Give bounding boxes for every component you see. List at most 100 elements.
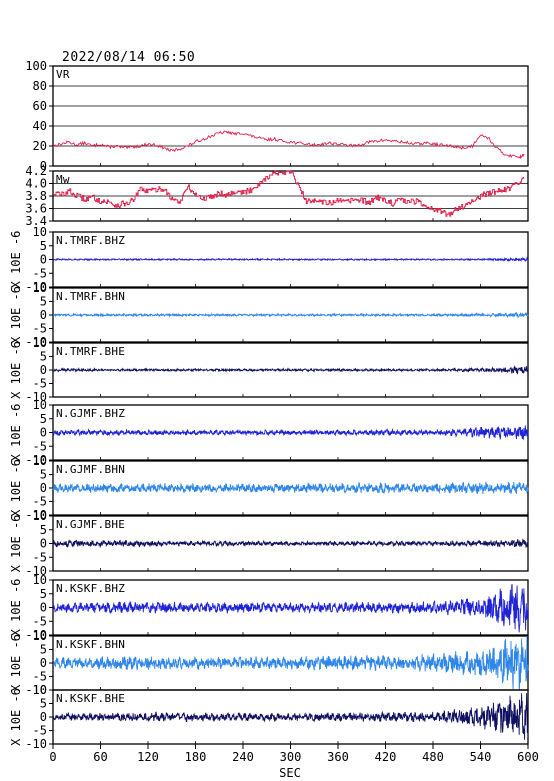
y-axis-unit-label: X 10E -6	[9, 515, 23, 573]
y-axis-unit-label: X 10E -6	[9, 231, 23, 289]
x-tick-label: 120	[137, 750, 159, 764]
panel-label: VR	[56, 68, 70, 81]
y-tick-label: 5	[40, 412, 47, 426]
y-tick-label: -10	[25, 628, 47, 642]
y-tick-label: 5	[40, 697, 47, 711]
series-trace-n-tmrf-bhn	[52, 312, 529, 318]
panel-label: Mw	[56, 173, 70, 186]
y-tick-label: 0	[40, 159, 47, 173]
y-tick-label: 10	[33, 281, 47, 295]
x-tick-label: 360	[327, 750, 349, 764]
y-tick-label: 10	[33, 454, 47, 468]
y-tick-label: -10	[25, 280, 47, 294]
y-tick-label: 0	[40, 601, 47, 615]
y-tick-label: 5	[40, 239, 47, 253]
y-tick-label: -5	[33, 439, 47, 453]
series-trace-n-tmrf-bhe	[52, 365, 529, 375]
series-trace-n-gjmf-bhe	[52, 538, 529, 549]
y-tick-label: 10	[33, 683, 47, 697]
y-tick-label: 5	[40, 468, 47, 482]
y-tick-label: 3.6	[25, 202, 47, 216]
series-trace-n-gjmf-bhz	[52, 425, 529, 441]
panel-label: N.KSKF.BHN	[56, 638, 125, 651]
panel-label: N.GJMF.BHN	[56, 463, 125, 476]
x-tick-label: 480	[422, 750, 444, 764]
y-tick-label: -5	[33, 670, 47, 684]
panel-label: N.TMRF.BHN	[56, 290, 125, 303]
y-tick-label: 0	[40, 363, 47, 377]
series-trace-n-gjmf-bhn	[52, 481, 529, 495]
x-tick-label: 300	[280, 750, 302, 764]
y-tick-label: 80	[33, 79, 47, 93]
y-tick-label: 0	[40, 253, 47, 267]
y-tick-label: 5	[40, 295, 47, 309]
y-axis-unit-label: X 10E -6	[9, 579, 23, 637]
y-tick-label: -10	[25, 508, 47, 522]
y-tick-label: -10	[25, 564, 47, 578]
series-trace-n-tmrf-bhz	[52, 256, 529, 263]
y-tick-label: -5	[33, 495, 47, 509]
y-tick-label: -10	[25, 683, 47, 697]
series-trace-mw	[53, 170, 524, 217]
y-tick-label: 10	[33, 225, 47, 239]
y-tick-label: -10	[25, 390, 47, 404]
timestamp-header: 2022/08/14 06:50	[62, 50, 196, 65]
y-tick-label: 5	[40, 587, 47, 601]
y-tick-label: -5	[33, 322, 47, 336]
series-trace-n-kskf-bhn	[52, 635, 529, 691]
y-tick-label: 5	[40, 523, 47, 537]
y-tick-label: 60	[33, 99, 47, 113]
y-tick-label: -5	[33, 377, 47, 391]
panel-label: N.GJMF.BHZ	[56, 407, 125, 420]
y-tick-label: 10	[33, 336, 47, 350]
panel-label: N.TMRF.BHZ	[56, 234, 125, 247]
x-tick-label: 420	[375, 750, 397, 764]
y-tick-label: 10	[33, 573, 47, 587]
y-tick-label: -10	[25, 453, 47, 467]
x-tick-label: 60	[93, 750, 107, 764]
panel-label: N.TMRF.BHE	[56, 345, 125, 358]
y-tick-label: -5	[33, 724, 47, 738]
y-tick-label: 0	[40, 308, 47, 322]
x-tick-label: 0	[49, 750, 56, 764]
y-tick-label: -5	[33, 266, 47, 280]
y-axis-unit-label: X 10E -6	[9, 286, 23, 344]
y-tick-label: 0	[40, 710, 47, 724]
y-tick-label: 0	[40, 481, 47, 495]
y-tick-label: 4.0	[25, 177, 47, 191]
y-axis-unit-label: X 10E -6	[9, 688, 23, 746]
y-tick-label: -10	[25, 335, 47, 349]
y-tick-label: 4.2	[25, 164, 47, 178]
y-axis-unit-label: X 10E -6	[9, 459, 23, 517]
y-tick-label: 10	[33, 509, 47, 523]
y-tick-label: 20	[33, 139, 47, 153]
y-tick-label: 3.8	[25, 189, 47, 203]
y-tick-label: 10	[33, 629, 47, 643]
y-tick-label: 0	[40, 426, 47, 440]
y-tick-label: 100	[25, 59, 47, 73]
y-tick-label: -5	[33, 614, 47, 628]
y-tick-label: 5	[40, 643, 47, 657]
x-tick-label: 540	[470, 750, 492, 764]
x-tick-label: 600	[517, 750, 539, 764]
y-tick-label: 3.4	[25, 214, 47, 228]
y-tick-label: 40	[33, 119, 47, 133]
y-tick-label: 5	[40, 350, 47, 364]
panel-frame	[52, 65, 529, 167]
y-axis-unit-label: X 10E -6	[9, 404, 23, 462]
panel-label: N.KSKF.BHE	[56, 692, 125, 705]
y-tick-label: 0	[40, 656, 47, 670]
y-axis-unit-label: X 10E -6	[9, 634, 23, 692]
panel-label: N.GJMF.BHE	[56, 518, 125, 531]
y-tick-label: 0	[40, 537, 47, 551]
y-tick-label: -10	[25, 737, 47, 751]
x-tick-label: 240	[232, 750, 254, 764]
y-axis-unit-label: X 10E -6	[9, 341, 23, 399]
series-trace-vr	[52, 130, 525, 159]
panel-label: N.KSKF.BHZ	[56, 582, 125, 595]
y-tick-label: -5	[33, 550, 47, 564]
y-tick-label: 10	[33, 398, 47, 412]
x-axis-label: SEC	[279, 766, 301, 780]
x-tick-label: 180	[185, 750, 207, 764]
